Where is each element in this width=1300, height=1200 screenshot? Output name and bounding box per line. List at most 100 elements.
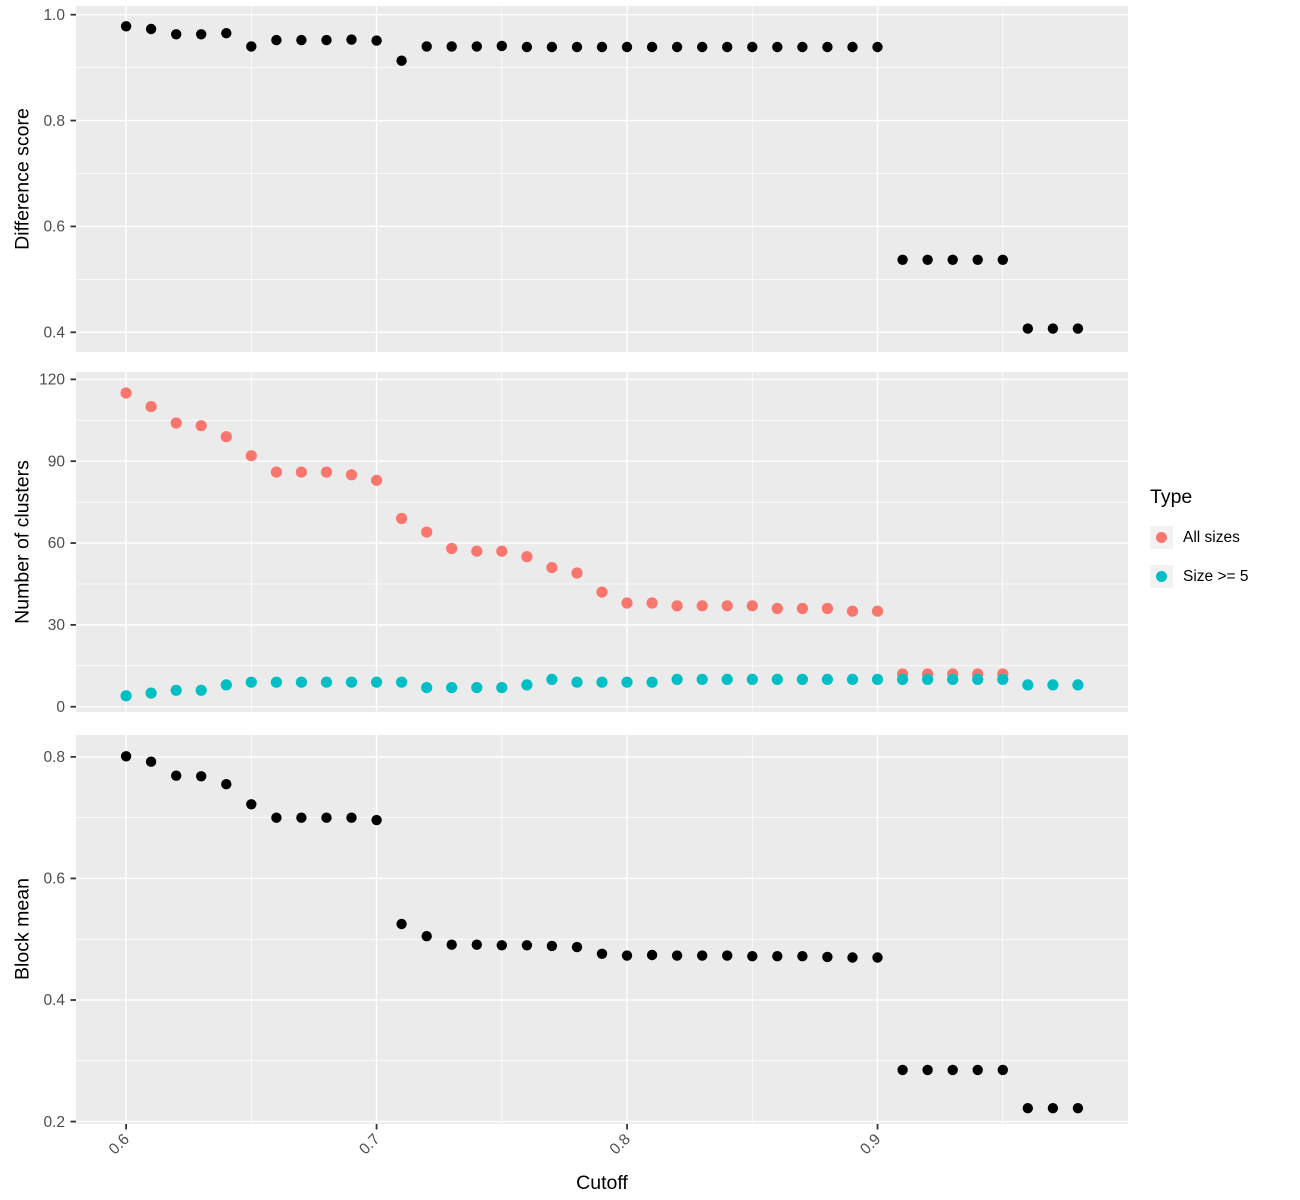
data-point [621,950,633,961]
data-point [671,600,683,612]
data-point [596,948,608,959]
y-tick-label: 1.0 [43,7,65,24]
y-axis: 0 30 60 90 120 [39,372,76,716]
data-point [847,41,858,53]
y-axis-title-difference-score: Difference score [11,108,34,250]
data-point [972,1064,983,1076]
data-point [796,602,809,615]
data-point [496,545,508,557]
y-tick-label: 60 [48,535,66,552]
data-point [371,35,382,46]
data-point [271,812,282,823]
data-point [521,679,533,691]
data-point [922,673,934,686]
series-all-sizes [120,387,1009,680]
x-tick-label: 0.6 [106,1131,133,1158]
data-point [771,602,783,615]
legend-item-all-sizes: All sizes [1150,526,1249,549]
panel-number-of-clusters [76,372,1128,712]
data-point [747,951,758,962]
data-point [546,41,558,53]
legend-key [1150,526,1173,549]
data-point [972,673,984,686]
data-point [120,751,132,762]
data-point [396,676,408,688]
data-point [396,55,407,66]
data-point [170,684,182,696]
data-point [972,254,983,265]
data-point [922,1064,933,1076]
data-point [446,542,458,555]
data-point [846,605,859,617]
data-point [521,41,533,53]
data-point [646,41,658,53]
x-axis: 0.6 0.7 0.8 0.9 [106,1124,884,1158]
data-point [671,41,683,53]
data-point [871,673,884,686]
data-point [722,950,733,961]
data-point [571,676,583,688]
data-point [897,254,908,265]
data-point [897,673,909,686]
data-point [446,41,457,52]
data-point [546,673,558,686]
data-point [697,950,708,961]
data-point [1047,679,1059,691]
data-point [195,684,207,696]
data-point [371,676,383,688]
data-point [421,41,432,52]
data-point [822,951,833,963]
data-point [797,41,808,53]
data-point [671,950,683,961]
data-point [145,401,157,413]
data-point [295,676,307,688]
data-point [345,676,358,688]
data-point [1047,1103,1059,1114]
data-point [796,673,809,686]
data-point [245,676,257,688]
data-point [321,34,332,46]
data-point [196,29,207,40]
data-point [646,676,658,688]
data-point [997,1064,1008,1076]
data-point [471,545,483,557]
data-point [145,687,157,699]
y-tick-label: 30 [48,617,66,634]
data-point [496,40,507,52]
data-point [521,940,533,951]
data-point [346,812,357,823]
data-point [220,679,232,691]
data-point [396,918,407,930]
data-point [396,512,408,525]
data-point [797,951,808,962]
all-sizes-dot-icon [1156,532,1167,543]
data-point [195,420,207,432]
y-axis: 0.2 0.4 0.6 0.8 [43,749,76,1131]
data-point [271,34,282,46]
data-point [621,41,633,53]
data-point [521,551,533,563]
data-point [170,417,182,429]
panel-block-mean [76,735,1128,1124]
y-tick-label: 0.8 [43,749,65,766]
y-tick-label: 0.4 [43,325,65,342]
panel-difference-score [76,6,1128,352]
data-point [1072,323,1084,334]
legend: Type All sizes Size >= 5 [1150,486,1249,604]
data-point [320,466,333,478]
data-point [871,605,884,617]
size-ge-5-dot-icon [1156,571,1167,582]
data-point [1022,1103,1033,1114]
data-point [120,21,132,32]
legend-item-label: Size >= 5 [1183,567,1249,585]
legend-title: Type [1150,486,1193,508]
data-point [296,812,307,823]
data-point [446,939,457,950]
data-point [120,387,132,399]
data-point [446,682,458,694]
data-point [571,567,583,579]
data-point [771,673,783,686]
data-point [571,41,583,53]
data-point [546,940,558,952]
